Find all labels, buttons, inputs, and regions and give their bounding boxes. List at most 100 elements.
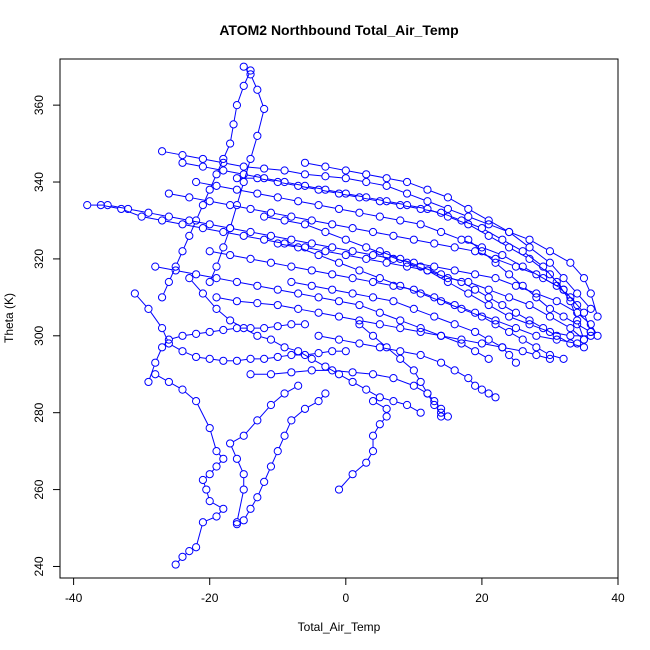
series-line-segment: [219, 186, 234, 190]
data-series: [185, 274, 425, 417]
series-line-segment: [552, 317, 568, 327]
data-point: [348, 224, 357, 233]
data-point: [198, 518, 208, 527]
data-point: [198, 224, 208, 233]
data-point: [464, 204, 473, 214]
series-line-segment: [505, 306, 514, 312]
series-line-segment: [416, 387, 425, 393]
data-point: [389, 397, 398, 406]
series-line-segment: [417, 239, 431, 244]
data-point: [246, 227, 255, 237]
series-line-segment: [171, 383, 180, 389]
data-point: [226, 224, 235, 233]
series-line-segment: [308, 225, 323, 232]
data-point: [191, 270, 201, 279]
series-line-segment: [251, 139, 257, 156]
series-line-segment: [383, 397, 391, 401]
x-axis-label: Total_Air_Temp: [298, 620, 381, 634]
data-point: [232, 297, 242, 306]
data-point: [457, 335, 466, 344]
data-point: [586, 331, 595, 340]
series-line-segment: [224, 146, 230, 156]
data-point: [355, 193, 364, 202]
series-line-segment: [206, 492, 210, 498]
data-point: [368, 277, 378, 287]
data-point: [178, 347, 187, 356]
data-point: [552, 331, 561, 340]
data-point: [396, 354, 405, 363]
series-line-segment: [301, 201, 316, 205]
series-line-segment: [403, 321, 418, 328]
data-point: [287, 262, 296, 271]
series-line-segment: [491, 298, 500, 304]
series-line-segment: [470, 241, 480, 250]
data-point: [219, 454, 228, 463]
series-line-segment: [356, 293, 370, 298]
data-point: [389, 373, 398, 383]
series-line-segment: [218, 310, 228, 319]
data-point: [232, 174, 242, 183]
series-line-segment: [348, 240, 364, 247]
data-point: [559, 274, 568, 283]
data-point: [205, 220, 214, 229]
data-point: [280, 166, 289, 175]
data-point: [239, 470, 248, 479]
data-point: [362, 193, 371, 202]
data-point: [314, 331, 323, 340]
data-point: [239, 431, 248, 440]
series-line-segment: [185, 224, 200, 228]
data-point: [382, 343, 391, 352]
data-point: [545, 312, 555, 321]
series-line-segment: [197, 404, 209, 426]
series-line-segment: [341, 476, 351, 488]
series-line-segment: [504, 349, 508, 353]
data-point: [382, 197, 391, 206]
y-tick-label: 340: [32, 172, 46, 192]
series-line-segment: [390, 262, 404, 267]
series-line-segment: [444, 302, 459, 309]
data-point: [545, 247, 555, 256]
data-point: [532, 293, 541, 302]
data-point: [423, 185, 432, 194]
data-point: [253, 189, 262, 198]
data-point: [314, 250, 323, 260]
data-point: [368, 250, 378, 260]
series-line-segment: [322, 205, 336, 209]
data-point: [443, 212, 452, 221]
series-line-segment: [525, 340, 534, 346]
data-point: [341, 235, 350, 244]
series-line-segment: [231, 446, 236, 456]
data-point: [375, 343, 384, 352]
series-line-segment: [539, 355, 547, 359]
series-line-segment: [145, 216, 159, 221]
data-point: [525, 235, 534, 244]
x-tick-label: 20: [475, 591, 489, 605]
data-point: [464, 235, 473, 244]
series-line-segment: [322, 335, 336, 340]
series-line-segment: [224, 231, 230, 245]
data-point: [198, 154, 208, 164]
series-line-segment: [376, 374, 390, 378]
x-tick-label: 0: [342, 591, 349, 605]
series-line-segment: [124, 209, 139, 216]
data-point: [205, 327, 214, 337]
series-line-segment: [301, 248, 316, 255]
series-line-segment: [553, 355, 561, 359]
data-series: [96, 200, 589, 344]
data-point: [253, 299, 262, 308]
data-point: [287, 350, 296, 360]
data-point: [219, 243, 228, 252]
data-point: [402, 177, 412, 187]
series-line-segment: [484, 317, 493, 323]
data-point: [518, 347, 527, 356]
data-point: [430, 400, 439, 410]
series-line-segment: [206, 159, 220, 163]
data-point: [464, 220, 473, 229]
data-point: [178, 331, 187, 340]
data-point: [423, 204, 432, 214]
series-line-segment: [511, 233, 527, 246]
data-point: [396, 347, 405, 356]
series-line-segment: [559, 337, 568, 343]
series-line-segment: [369, 197, 384, 202]
